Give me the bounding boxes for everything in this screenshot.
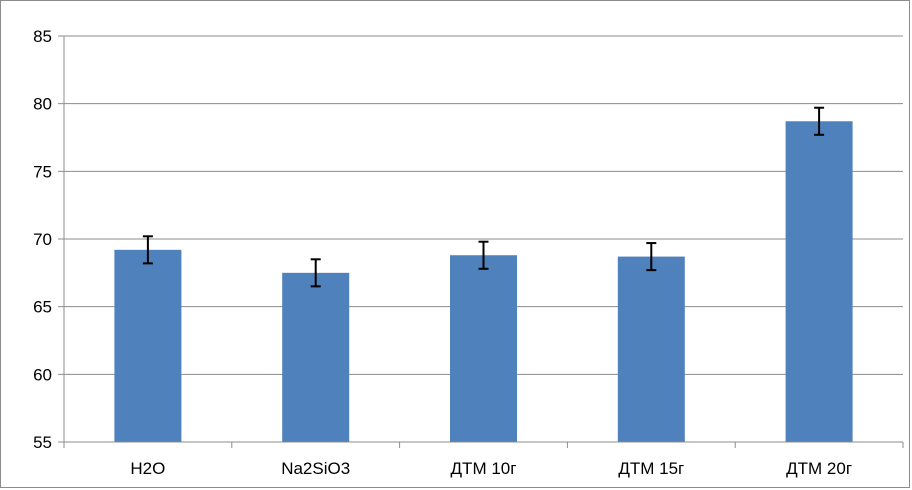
bar xyxy=(282,272,350,442)
bar xyxy=(450,255,517,442)
bars xyxy=(114,121,853,442)
y-tick-label: 60 xyxy=(33,365,52,384)
error-bar xyxy=(310,258,321,288)
x-tick-label: Na2SiO3 xyxy=(281,459,350,478)
y-tick-label: 75 xyxy=(33,162,52,181)
error-bar xyxy=(478,240,489,270)
y-tick-label: 65 xyxy=(33,298,52,317)
y-tick-label: 85 xyxy=(33,27,52,46)
x-tick-label: ДТМ 20г xyxy=(786,459,852,478)
error-bar xyxy=(646,242,657,272)
x-tick-labels: H2O Na2SiO3 ДТМ 10г ДТМ 15г ДТМ 20г xyxy=(130,459,852,478)
error-bars xyxy=(142,106,825,288)
y-tick-label: 70 xyxy=(33,230,52,249)
y-tick-labels: 55 60 65 70 75 80 85 xyxy=(33,27,52,452)
y-tick-label: 55 xyxy=(33,433,52,452)
gridlines xyxy=(64,35,903,375)
error-bar xyxy=(814,106,825,136)
y-tick-label: 80 xyxy=(33,95,52,114)
error-bar xyxy=(142,235,153,265)
bar xyxy=(617,256,685,442)
x-tick-label: ДТМ 10г xyxy=(451,459,517,478)
x-tick-label: H2O xyxy=(130,459,165,478)
x-tick-label: ДТМ 15г xyxy=(618,459,684,478)
bar xyxy=(785,121,853,442)
axes xyxy=(58,35,904,448)
bar xyxy=(114,249,182,442)
